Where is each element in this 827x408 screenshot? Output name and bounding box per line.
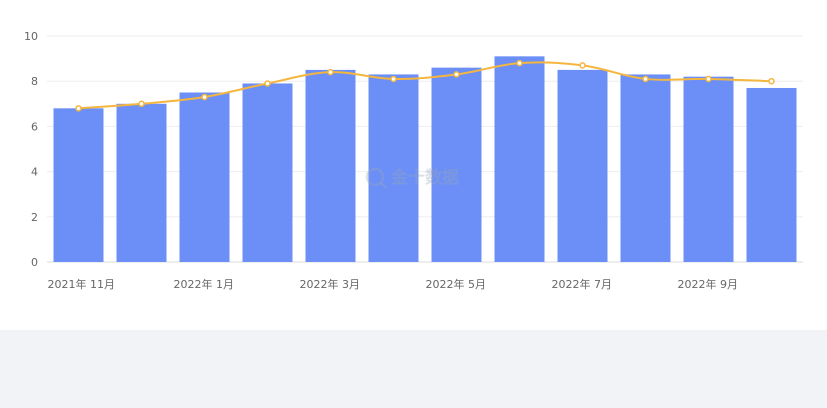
line-point-2022-08[interactable] bbox=[642, 75, 649, 83]
y-axis: 0 2 4 6 8 10 bbox=[24, 30, 38, 269]
bar-2021-11[interactable] bbox=[53, 108, 104, 262]
chart-card: 0 2 4 6 8 10 金十数据 2021年 11月 2022年 1月 2022年 3月 20… bbox=[0, 0, 827, 330]
x-tick-label: 2022年 1月 bbox=[174, 277, 235, 291]
line-point-2022-07[interactable] bbox=[579, 62, 586, 69]
x-tick-label: 2022年 3月 bbox=[300, 277, 361, 291]
bar-2022-10[interactable] bbox=[746, 87, 797, 262]
line-point-2022-03[interactable] bbox=[327, 68, 334, 76]
grid-lines bbox=[47, 35, 803, 263]
y-tick-label: 10 bbox=[24, 30, 38, 43]
x-axis: 2021年 11月 2022年 1月 2022年 3月 2022年 5月 2022年 7… bbox=[48, 277, 739, 291]
x-tick-label: 2021年 11月 bbox=[48, 277, 116, 291]
bar-2022-09[interactable] bbox=[683, 76, 734, 263]
y-tick-label: 0 bbox=[31, 256, 38, 269]
line-point-2021-12[interactable] bbox=[138, 100, 145, 108]
y-tick-label: 2 bbox=[31, 211, 38, 224]
line-point-2022-01[interactable] bbox=[201, 93, 208, 101]
bar-2022-03[interactable] bbox=[305, 69, 356, 263]
line-point-2022-02[interactable] bbox=[264, 80, 271, 87]
line-point-2022-09[interactable] bbox=[705, 75, 712, 83]
line-series bbox=[75, 59, 775, 112]
line-point-2021-11[interactable] bbox=[75, 105, 82, 112]
y-tick-label: 4 bbox=[31, 166, 38, 179]
x-tick-label: 2022年 7月 bbox=[552, 277, 613, 291]
bar-2022-07[interactable] bbox=[557, 69, 608, 263]
magnifier-logo-icon bbox=[365, 167, 387, 189]
y-tick-label: 6 bbox=[31, 120, 38, 133]
bar-series bbox=[53, 56, 797, 263]
bar-2022-01[interactable] bbox=[179, 92, 230, 263]
bar-2022-05[interactable] bbox=[431, 67, 482, 262]
line-point-2022-10[interactable] bbox=[768, 77, 775, 85]
bar-2022-04[interactable] bbox=[368, 74, 419, 262]
y-tick-label: 8 bbox=[31, 75, 38, 88]
line-point-2022-04[interactable] bbox=[390, 75, 397, 83]
bar-2022-06[interactable] bbox=[494, 56, 545, 263]
bar-2021-12[interactable] bbox=[116, 103, 167, 262]
line-point-2022-06[interactable] bbox=[516, 59, 523, 67]
line-point-2022-05[interactable] bbox=[453, 71, 460, 78]
bar-2022-08[interactable] bbox=[620, 74, 671, 262]
watermark: 金十数据 bbox=[365, 167, 459, 189]
bar-2022-02[interactable] bbox=[242, 83, 293, 263]
x-tick-label: 2022年 9月 bbox=[678, 277, 739, 291]
x-tick-label: 2022年 5月 bbox=[426, 277, 487, 291]
watermark-text: 金十数据 bbox=[390, 167, 459, 188]
